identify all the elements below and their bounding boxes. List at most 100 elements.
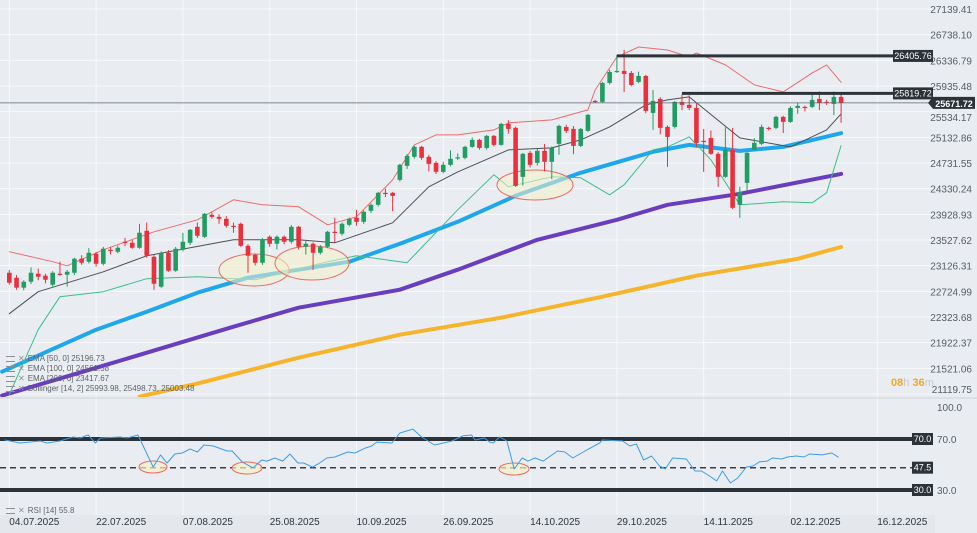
candle-up[interactable]	[751, 138, 757, 151]
candle-up[interactable]	[173, 246, 178, 272]
candle-up[interactable]	[636, 71, 641, 84]
candle-down[interactable]	[629, 71, 634, 87]
candle-down[interactable]	[108, 246, 113, 255]
candle-up[interactable]	[115, 245, 121, 254]
candle-down[interactable]	[238, 222, 244, 247]
settings-icon[interactable]	[6, 386, 15, 392]
candle-down[interactable]	[665, 125, 670, 167]
candle-up[interactable]	[498, 122, 504, 146]
candle-up[interactable]	[744, 152, 750, 191]
candle-down[interactable]	[766, 126, 772, 131]
legend-ema100[interactable]: ✕ EMA [100, 0] 24561.58	[6, 364, 195, 374]
candle-down[interactable]	[14, 275, 19, 290]
price-axis[interactable]: 27139.41 26738.10 26336.79 25935.48 25534.17…	[0, 5, 975, 396]
candle-up[interactable]	[86, 248, 92, 264]
candle-down[interactable]	[513, 126, 518, 187]
candle-down[interactable]	[151, 255, 157, 290]
candle-up[interactable]	[21, 280, 27, 291]
candle-up[interactable]	[274, 235, 280, 250]
candle-down[interactable]	[715, 152, 721, 187]
candle-up[interactable]	[737, 186, 743, 218]
candle-down[interactable]	[708, 130, 714, 155]
candle-down[interactable]	[57, 261, 63, 276]
candle-down[interactable]	[491, 134, 497, 147]
candle-down[interactable]	[245, 244, 251, 273]
candle-up[interactable]	[795, 102, 800, 114]
candle-down[interactable]	[383, 188, 388, 197]
candle-down[interactable]	[216, 214, 222, 224]
candle-up[interactable]	[578, 127, 584, 148]
candle-up[interactable]	[64, 269, 70, 287]
candle-up[interactable]	[303, 241, 309, 255]
candle-up[interactable]	[368, 203, 374, 213]
candle-up[interactable]	[723, 127, 728, 178]
candle-up[interactable]	[469, 137, 475, 148]
candle-up[interactable]	[260, 237, 265, 265]
candle-down[interactable]	[209, 212, 215, 219]
candle-down[interactable]	[824, 99, 829, 105]
settings-icon[interactable]	[6, 366, 15, 372]
candle-up[interactable]	[600, 81, 605, 103]
candle-down[interactable]	[267, 235, 272, 247]
candle-down[interactable]	[506, 120, 511, 134]
candle-down[interactable]	[166, 250, 171, 272]
candle-down[interactable]	[296, 225, 301, 250]
settings-icon[interactable]	[6, 376, 15, 382]
candle-up[interactable]	[72, 257, 77, 276]
candle-down[interactable]	[477, 138, 482, 150]
candle-up[interactable]	[535, 149, 540, 166]
candle-up[interactable]	[180, 232, 186, 252]
legend-ema200[interactable]: ✕ EMA [200, 0] 23417.67	[6, 374, 195, 384]
candle-down[interactable]	[332, 217, 338, 243]
candle-up[interactable]	[28, 267, 34, 284]
legend-rsi[interactable]: ✕ RSI [14] 55.8	[6, 506, 74, 515]
candle-down[interactable]	[79, 255, 84, 265]
candle-down[interactable]	[592, 99, 598, 103]
candle-down[interactable]	[195, 222, 200, 238]
settings-icon[interactable]	[6, 507, 15, 514]
close-icon[interactable]: ✕	[18, 354, 25, 363]
candle-down[interactable]	[433, 161, 439, 174]
candle-down[interactable]	[643, 74, 649, 114]
candle-up[interactable]	[585, 113, 591, 132]
candle-up[interactable]	[137, 223, 142, 249]
legend-bollinger[interactable]: ✕ Bollinger [14, 2] 25993.98, 25498.73, 2…	[6, 384, 195, 394]
candle-down[interactable]	[563, 124, 569, 134]
candle-up[interactable]	[462, 145, 468, 160]
candle-down[interactable]	[7, 269, 12, 285]
candle-up[interactable]	[484, 134, 489, 150]
candle-up[interactable]	[520, 152, 526, 186]
candle-up[interactable]	[448, 150, 453, 167]
candle-down[interactable]	[802, 105, 808, 112]
candle-up[interactable]	[614, 55, 620, 73]
candle-up[interactable]	[455, 153, 461, 160]
candle-down[interactable]	[657, 97, 663, 135]
candle-up[interactable]	[101, 246, 106, 266]
candle-down[interactable]	[390, 191, 395, 212]
candle-down[interactable]	[527, 150, 533, 168]
candle-down[interactable]	[419, 145, 424, 160]
candle-down[interactable]	[281, 235, 287, 245]
candle-down[interactable]	[144, 222, 150, 258]
candle-up[interactable]	[831, 91, 837, 116]
candle-down[interactable]	[252, 253, 258, 266]
candle-down[interactable]	[35, 268, 41, 281]
candle-up[interactable]	[361, 210, 367, 224]
candle-down[interactable]	[730, 127, 735, 210]
candle-up[interactable]	[397, 163, 403, 182]
candle-up[interactable]	[187, 228, 193, 245]
candle-down[interactable]	[426, 154, 432, 172]
legend-ema50[interactable]: ✕ EMA [50, 0] 25196.73	[6, 354, 195, 364]
settings-icon[interactable]	[6, 356, 15, 362]
candle-up[interactable]	[158, 251, 164, 288]
candle-up[interactable]	[325, 230, 330, 249]
candle-up[interactable]	[672, 101, 678, 129]
close-icon[interactable]: ✕	[18, 384, 25, 393]
candle-down[interactable]	[310, 242, 316, 270]
candle-up[interactable]	[607, 69, 612, 85]
date-axis[interactable]: 04.07.2025 22.07.2025 07.08.2025 25.08.2025…	[9, 517, 927, 528]
candle-up[interactable]	[318, 244, 323, 255]
candle-down[interactable]	[694, 103, 699, 148]
candle-up[interactable]	[759, 124, 764, 146]
